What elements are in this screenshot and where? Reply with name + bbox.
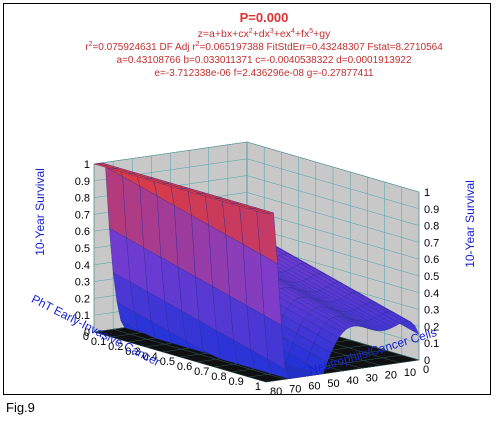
x-tick-label: 20 [385, 370, 397, 382]
p-value-title: P=0.000 [240, 10, 289, 25]
z-tick-label-right: 0.8 [424, 221, 439, 233]
z-tick-label-right: 0.6 [424, 254, 439, 266]
y-tick-label: 1 [255, 381, 261, 393]
figure-frame: P=0.000 z=a+bx+cx2+dx3+ex4+fx5+gy r2=0.0… [3, 3, 491, 398]
y-tick-label: 0.2 [108, 341, 123, 353]
fit-statistics: r2=0.075924631 DF Adj r2=0.065197388 Fit… [85, 41, 443, 53]
z-tick-label-right: 0.7 [424, 237, 439, 249]
z-tick-label-left: 0.8 [75, 193, 90, 205]
equation: z=a+bx+cx2+dx3+ex4+fx5+gy [198, 28, 331, 40]
surface [93, 162, 420, 379]
coefficients-line-1: a=0.43108766 b=0.033011371 c=-0.00405383… [116, 55, 412, 66]
z-tick-label-left: 0.4 [75, 260, 90, 272]
x-tick-label: 30 [366, 372, 378, 384]
x-tick-label: 40 [347, 375, 359, 387]
y-tick-label: 0 [83, 331, 89, 343]
z-tick-label-right: 0 [424, 355, 430, 367]
z-tick-label-right: 0.2 [424, 321, 439, 333]
y-tick-label: 0.9 [229, 376, 244, 388]
y-tick-label: 0.8 [211, 371, 226, 383]
z-tick-label-right: 0.1 [424, 338, 439, 350]
z-tick-label-left: 0.6 [75, 226, 90, 238]
y-tick-label: 0.7 [194, 366, 209, 378]
z-axis-label-right: 10-Year Survival [463, 180, 477, 268]
z-tick-label-right: 0.3 [424, 305, 439, 317]
z-tick-label-left: 0 [84, 327, 90, 339]
x-tick-label: 50 [327, 378, 339, 390]
z-tick-label-left: 1 [84, 159, 90, 171]
x-tick-label: 10 [404, 367, 416, 379]
surface-patch [248, 208, 270, 215]
y-tick-label: 0.5 [160, 356, 175, 368]
figure-caption: Fig.9 [6, 400, 35, 415]
z-tick-label-right: 1 [424, 187, 430, 199]
z-tick-label-left: 0.2 [75, 293, 90, 305]
coefficients-line-2: e=-3.712338e-06 f=2.436296e-08 g=-0.2787… [154, 68, 374, 79]
x-tick-label: 70 [289, 383, 301, 394]
z-tick-label-left: 0.1 [75, 310, 90, 322]
surface-chart: P=0.000 z=a+bx+cx2+dx3+ex4+fx5+gy r2=0.0… [29, 10, 477, 398]
z-tick-label-right: 0.4 [424, 288, 439, 300]
z-tick-label-left: 0.3 [75, 277, 90, 289]
z-tick-label-left: 0.7 [75, 209, 90, 221]
x-tick-label: 0 [423, 364, 429, 376]
y-tick-label: 0.4 [143, 351, 158, 363]
z-tick-label-right: 0.5 [424, 271, 439, 283]
y-tick-label: 0.1 [91, 336, 106, 348]
x-tick-label: 80 [270, 386, 282, 394]
z-tick-label-right: 0.9 [424, 204, 439, 216]
z-axis-label-left: 10-Year Survival [33, 168, 47, 256]
plot-area: 000.10.10.20.20.30.30.40.40.50.50.60.60.… [29, 141, 477, 398]
x-tick-label: 60 [308, 381, 320, 393]
y-tick-label: 0.6 [177, 361, 192, 373]
z-tick-label-left: 0.9 [75, 176, 90, 188]
z-tick-label-left: 0.5 [75, 243, 90, 255]
y-tick-label: 0.3 [125, 346, 140, 358]
